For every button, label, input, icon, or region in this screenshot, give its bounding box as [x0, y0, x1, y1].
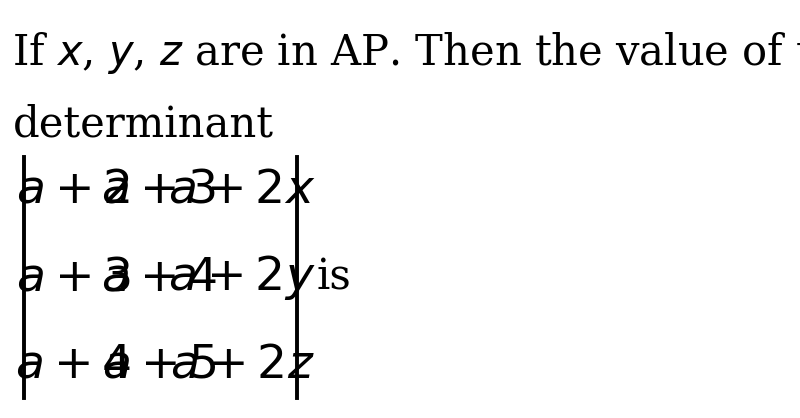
Text: $a+4$: $a+4$ — [101, 255, 218, 300]
Text: $a+2z$: $a+2z$ — [170, 342, 314, 387]
Text: $a+3$: $a+3$ — [16, 255, 131, 300]
Text: $a+2y$: $a+2y$ — [168, 253, 316, 302]
Text: $a+2$: $a+2$ — [16, 168, 130, 213]
Text: $a+3$: $a+3$ — [102, 168, 217, 213]
Text: determinant: determinant — [13, 103, 274, 145]
Text: $a+4$: $a+4$ — [15, 342, 131, 387]
Text: $a+2x$: $a+2x$ — [168, 168, 316, 213]
Text: is: is — [317, 257, 351, 298]
Text: $a+5$: $a+5$ — [102, 342, 217, 387]
Text: If $x$, $y$, $z$ are in AP. Then the value of the: If $x$, $y$, $z$ are in AP. Then the val… — [13, 31, 800, 76]
